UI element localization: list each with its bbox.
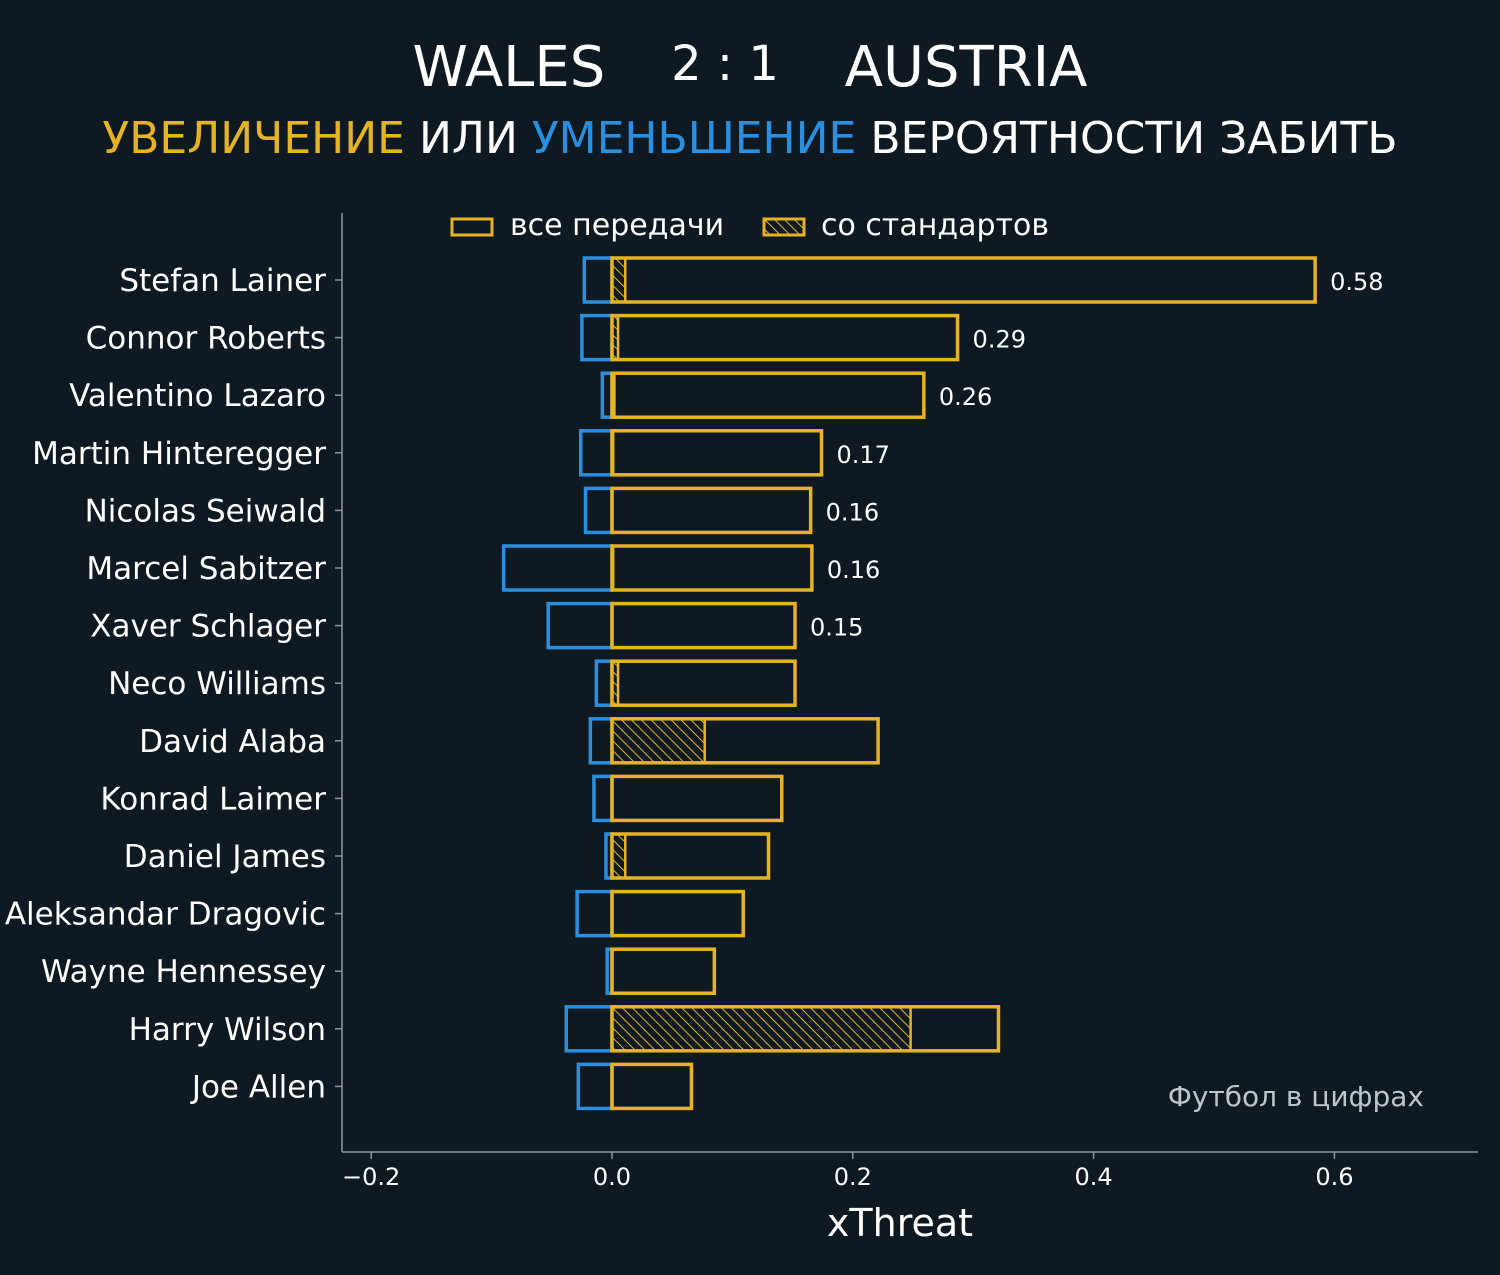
y-tick-label: David Alaba xyxy=(139,724,326,760)
bar-all-passes xyxy=(610,313,960,362)
bar-negative xyxy=(582,256,614,304)
bar-negative xyxy=(576,1062,614,1111)
bars-group xyxy=(501,256,1317,1111)
bar-all-passes xyxy=(610,256,1317,304)
y-tick-label: Stefan Lainer xyxy=(119,263,326,299)
bar-negative xyxy=(580,313,614,362)
bar-negative xyxy=(583,486,614,535)
away-team: AUSTRIA xyxy=(845,35,1088,100)
bar-negative xyxy=(588,717,614,765)
data-label: 0.17 xyxy=(836,441,889,469)
bar-all-passes xyxy=(610,1005,1001,1053)
bar-all-passes xyxy=(610,717,880,765)
y-tick-label: Konrad Laimer xyxy=(100,781,326,817)
x-tick-label: −0.2 xyxy=(342,1163,400,1191)
x-tick-label: 0.6 xyxy=(1315,1163,1353,1191)
home-team: WALES xyxy=(413,35,606,100)
bar-all-passes xyxy=(610,889,745,938)
subtitle-rest: ВЕРОЯТНОСТИ ЗАБИТЬ xyxy=(856,113,1397,164)
bar-negative xyxy=(594,659,614,707)
legend-label-set-pieces: со стандартов xyxy=(821,208,1049,243)
x-tick-label: 0.2 xyxy=(834,1163,872,1191)
bar-all-passes xyxy=(610,659,797,707)
bar-all-passes xyxy=(610,947,717,995)
y-tick-label: Daniel James xyxy=(124,839,326,875)
score: 2 : 1 xyxy=(671,36,779,92)
bar-set-pieces xyxy=(610,832,627,880)
title-line: WALES 2 : 1 AUSTRIA xyxy=(413,29,1088,100)
y-tick-label: Aleksandar Dragovic xyxy=(5,897,326,933)
data-label: 0.15 xyxy=(810,614,863,642)
bar-negative xyxy=(546,601,614,650)
x-tick-label: 0.0 xyxy=(593,1163,631,1191)
data-label: 0.16 xyxy=(827,556,880,584)
bar-set-pieces xyxy=(610,717,706,765)
legend: все передачи со стандартов xyxy=(450,208,1049,243)
y-tick-label: Harry Wilson xyxy=(129,1012,326,1048)
bar-all-passes xyxy=(610,1062,694,1111)
subtitle-or: ИЛИ xyxy=(405,113,532,164)
bar-negative xyxy=(575,889,614,938)
bar-set-pieces xyxy=(610,1005,912,1053)
data-labels: 0.58 0.29 0.26 0.17 0.16 0.16 0.15 xyxy=(810,268,1384,642)
y-tick-labels: Stefan Lainer Connor Roberts Valentino Laz… xyxy=(5,263,342,1105)
y-tick-label: Valentino Lazaro xyxy=(69,378,326,414)
bar-all-passes xyxy=(610,429,824,477)
legend-swatch-set-pieces xyxy=(762,217,806,237)
bar-set-pieces xyxy=(610,256,627,304)
legend-swatch-all-passes xyxy=(450,217,494,237)
bar-negative xyxy=(564,1005,614,1053)
y-tick-label: Xaver Schlager xyxy=(90,609,326,645)
bar-negative xyxy=(501,544,614,592)
bar-all-passes xyxy=(610,601,797,650)
y-tick-label: Neco Williams xyxy=(108,666,326,702)
bar-all-passes xyxy=(610,486,813,535)
x-ticks: −0.2 0.0 0.2 0.4 0.6 xyxy=(342,1152,1353,1191)
y-tick-label: Connor Roberts xyxy=(86,321,326,357)
bar-all-passes xyxy=(610,544,814,592)
data-label: 0.58 xyxy=(1330,268,1383,296)
y-tick-label: Wayne Hennessey xyxy=(41,954,326,990)
y-tick-label: Marcel Sabitzer xyxy=(86,551,326,587)
data-label: 0.16 xyxy=(826,498,879,526)
subtitle: УВЕЛИЧЕНИЕ ИЛИ УМЕНЬШЕНИЕ ВЕРОЯТНОСТИ ЗА… xyxy=(102,113,1397,164)
data-label: 0.26 xyxy=(939,383,992,411)
bar-negative xyxy=(578,429,614,477)
y-tick-label: Joe Allen xyxy=(190,1069,326,1105)
bar-all-passes xyxy=(610,832,771,880)
watermark: Футбол в цифрах xyxy=(1168,1080,1424,1113)
subtitle-decrease: УМЕНЬШЕНИЕ xyxy=(532,113,857,164)
data-label: 0.29 xyxy=(973,326,1026,354)
bar-negative xyxy=(592,774,614,823)
x-axis-label: xThreat xyxy=(827,1201,973,1245)
x-tick-label: 0.4 xyxy=(1075,1163,1113,1191)
subtitle-increase: УВЕЛИЧЕНИЕ xyxy=(102,113,405,164)
y-tick-label: Martin Hinteregger xyxy=(32,436,326,472)
bar-all-passes xyxy=(610,371,926,419)
legend-label-all-passes: все передачи xyxy=(510,208,724,243)
bar-all-passes xyxy=(610,774,784,823)
y-tick-label: Nicolas Seiwald xyxy=(85,493,326,529)
